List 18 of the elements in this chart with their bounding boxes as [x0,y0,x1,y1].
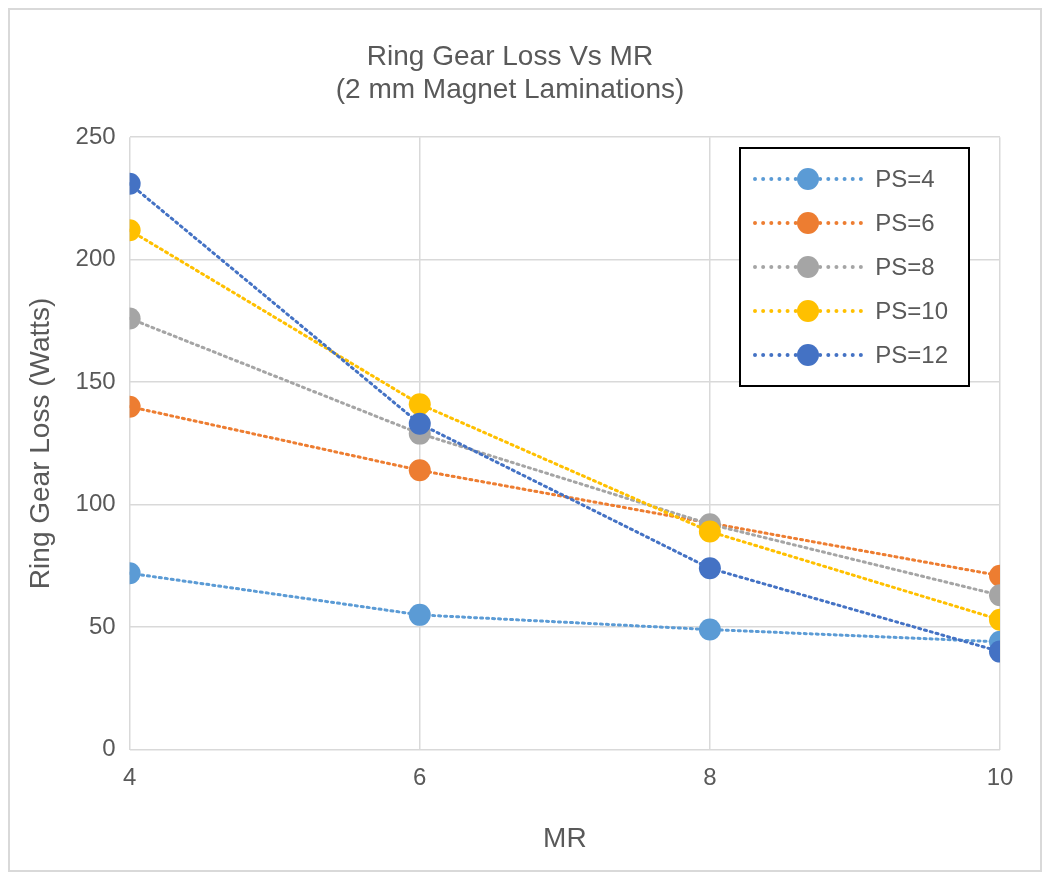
y-tick-label: 0 [102,734,116,762]
legend-label: PS=10 [875,297,948,326]
chart-title: Ring Gear Loss Vs MR (2 mm Magnet Laminations) [335,39,685,105]
y-tick-label: 250 [75,121,116,149]
x-tick-label: 8 [703,762,717,790]
x-tick-label: 6 [413,762,427,790]
y-axis-title: Ring Gear Loss (Watts) [23,297,55,590]
y-tick-label: 50 [88,611,116,639]
y-tick-label: 150 [75,366,116,394]
legend-label: PS=12 [875,341,948,370]
legend-label: PS=4 [875,165,935,194]
x-tick-label: 4 [122,762,137,790]
legend-label: PS=6 [875,209,935,238]
y-tick-label: 200 [75,244,116,272]
x-axis-title: MR [543,821,587,853]
legend-label: PS=8 [875,253,935,282]
x-tick-label: 10 [986,762,1014,790]
y-tick-label: 100 [75,489,116,517]
